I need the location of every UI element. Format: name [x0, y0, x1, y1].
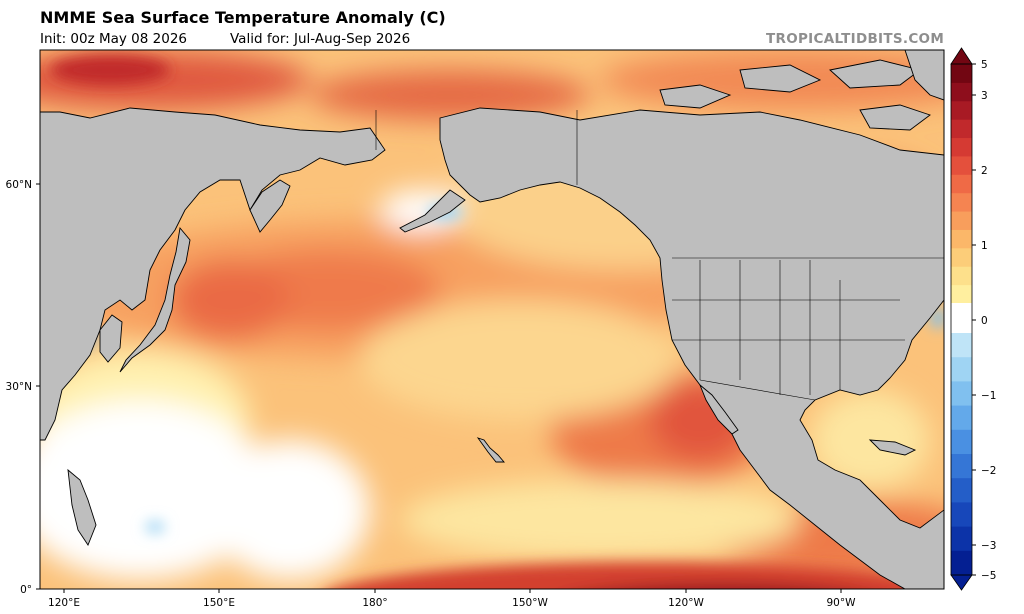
colorbar-cool-segment [951, 381, 972, 407]
colorbar-cool-segment [951, 502, 972, 528]
philippines [67, 468, 97, 546]
colorbar-cool-segment [951, 405, 972, 431]
colorbar-label: 2 [981, 165, 988, 177]
latitude-labels: 60°N 30°N 0° [6, 179, 32, 596]
boundary-lines [375, 110, 944, 401]
colorbar-label: 3 [981, 90, 988, 102]
baja-california [699, 384, 739, 435]
kamchatka [249, 179, 291, 233]
arctic-island [739, 64, 822, 93]
colorbar-warm-segment [951, 155, 972, 175]
init-time-label: Init: 00z May 08 2026 [40, 31, 188, 47]
map-frame [39, 49, 945, 590]
colorbar-cool-segment [951, 550, 972, 576]
arctic-island [659, 84, 732, 109]
colorbar-label: 5 [981, 59, 988, 71]
colorbar-warm-segment [951, 82, 972, 102]
caribbean-island [868, 439, 917, 456]
colorbar-bottom-arrow [950, 574, 973, 591]
lon-label: 120°W [668, 597, 704, 609]
korea-peninsula [99, 314, 123, 363]
colorbar-cool-segment [951, 454, 972, 479]
colorbar-label: −1 [981, 390, 996, 402]
colorbar-neutral-segment [951, 303, 972, 333]
land-masses [40, 50, 944, 589]
valid-period-label: Valid for: Jul-Aug-Sep 2026 [230, 31, 411, 47]
colorbar-labels: 5 3 2 1 0 −1 −2 −3 −5 [981, 59, 996, 582]
colorbar-label: 0 [981, 315, 988, 327]
colorbar-cool-segment [951, 526, 972, 552]
lat-label: 30°N [6, 381, 32, 393]
map-title: NMME Sea Surface Temperature Anomaly (C) [40, 8, 446, 27]
colorbar-label: 1 [981, 240, 988, 252]
colorbar-warm-segment [951, 229, 972, 249]
colorbar-cool-segment [951, 429, 972, 455]
colorbar-warm-segments [951, 64, 972, 304]
colorbar-cool-segment [951, 478, 972, 503]
colorbar: 5 3 2 1 0 −1 −2 −3 −5 [950, 47, 996, 591]
colorbar-warm-segment [951, 192, 972, 212]
colorbar-warm-segment [951, 211, 972, 230]
colorbar-warm-segment [951, 247, 972, 267]
lon-label: 150°W [512, 597, 548, 609]
lat-label: 60°N [6, 179, 32, 191]
colorbar-warm-segment [951, 119, 972, 139]
greenland [904, 50, 944, 101]
arctic-island [829, 59, 922, 89]
colorbar-ticks [972, 63, 976, 576]
lon-label: 120°E [48, 597, 80, 609]
lon-label: 90°W [827, 597, 857, 609]
arctic-island [859, 104, 931, 131]
longitude-ticks [63, 589, 842, 593]
colorbar-warm-segment [951, 100, 972, 120]
brand-watermark: TROPICALTIDBITS.COM [766, 31, 945, 47]
lon-label: 180° [362, 597, 387, 609]
colorbar-label: −5 [981, 570, 996, 582]
colorbar-cool-segment [951, 333, 972, 358]
colorbar-top-arrow [950, 47, 973, 65]
colorbar-label: −2 [981, 465, 996, 477]
lon-label: 150°E [203, 597, 235, 609]
colorbar-warm-segment [951, 266, 972, 286]
latitude-ticks [36, 183, 40, 590]
colorbar-cool-segment [951, 357, 972, 382]
lat-label: 0° [20, 584, 32, 596]
north-america [439, 107, 944, 589]
hawaii [476, 437, 505, 463]
colorbar-warm-segment [951, 137, 972, 157]
colorbar-cool-segments [951, 333, 972, 576]
longitude-labels: 120°E 150°E 180° 150°W 120°W 90°W [48, 597, 856, 609]
colorbar-warm-segment [951, 174, 972, 194]
japan [119, 226, 191, 373]
colorbar-label: −3 [981, 540, 996, 552]
colorbar-warm-segment [951, 284, 972, 304]
colorbar-warm-segment [951, 64, 972, 83]
alaska-peninsula [399, 189, 466, 233]
asia-landmass [40, 107, 386, 441]
